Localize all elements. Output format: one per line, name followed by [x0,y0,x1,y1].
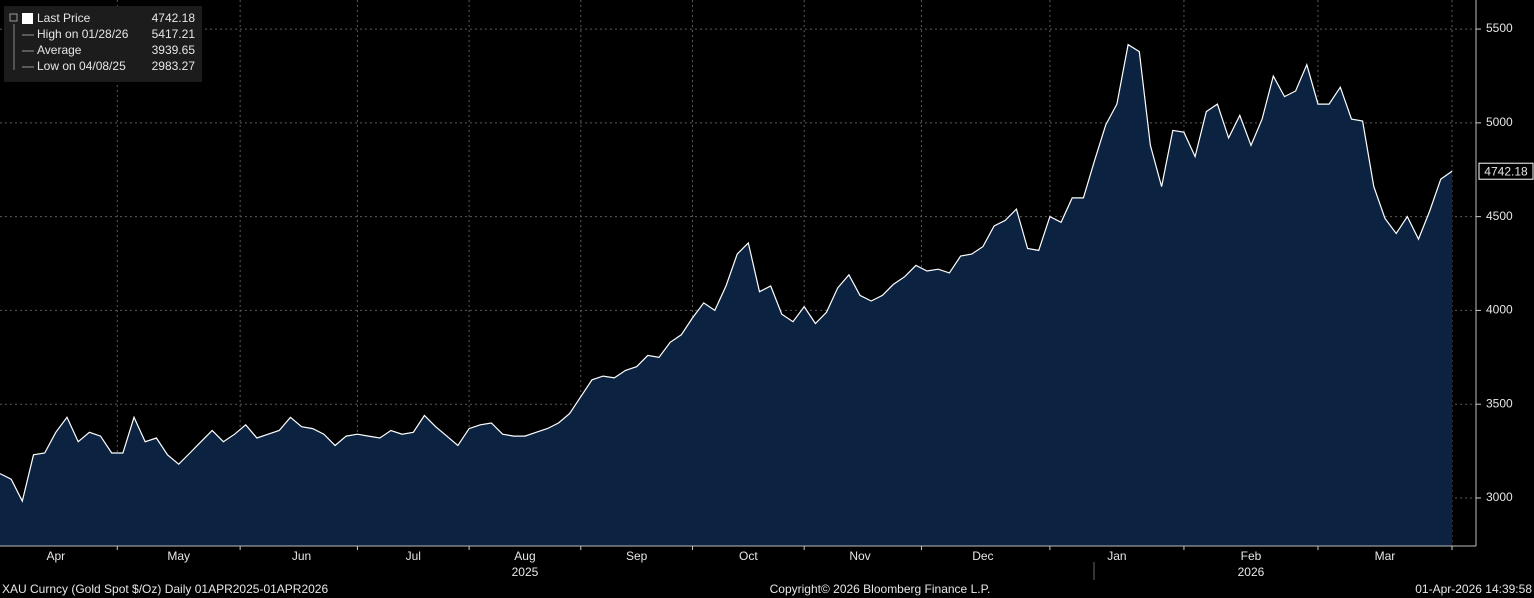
x-tick-label: Sep [626,549,648,563]
legend: Last Price 4742.18 High on 01/28/26 5417.21… [4,6,202,82]
x-tick-label: Nov [849,549,870,563]
year-label: 2026 [1238,565,1265,579]
y-tick-label: 3000 [1486,490,1513,504]
stat-label: High on 01/28/26 [37,27,129,41]
stat-value: 2983.27 [152,59,196,73]
area-fill [0,44,1452,546]
y-tick-label: 5500 [1486,21,1513,35]
legend-toggle [9,13,18,22]
x-tick-label: Jul [406,549,421,563]
footer-left: XAU Curncy (Gold Spot $/Oz) Daily 01APR2… [2,582,328,596]
stat-value: 3939.65 [152,43,196,57]
footer-center: Copyright© 2026 Bloomberg Finance L.P. [770,582,991,596]
last-value-label: 4742.18 [1484,164,1528,178]
y-tick-label: 4000 [1486,303,1513,317]
x-tick-label: Jun [292,549,311,563]
legend-label: Last Price [37,11,91,25]
legend-swatch [22,13,33,24]
x-tick-label: Feb [1241,549,1262,563]
stat-value: 5417.21 [152,27,196,41]
last-value-box [1478,162,1534,180]
legend-value: 4742.18 [152,11,196,25]
plot-layer [0,43,1453,546]
stat-label: Low on 04/08/25 [37,59,126,73]
x-tick-label: Oct [739,549,758,563]
stat-label: Average [37,43,82,57]
year-label: 2025 [512,565,539,579]
x-tick-label: Mar [1375,549,1396,563]
x-tick-label: Dec [972,549,993,563]
footer-right: 01-Apr-2026 14:39:58 [1415,582,1532,596]
y-tick-label: 3500 [1486,396,1513,410]
y-tick-label: 5000 [1486,115,1513,129]
x-tick-label: May [167,549,190,563]
y-tick-label: 4500 [1486,209,1513,223]
legend-box [4,6,202,82]
x-tick-label: Aug [514,549,535,563]
price-line [0,43,1453,503]
axis-layer: 3000 3500 4000 4500 5000 5500 Apr May Jun Jul Aug S… [0,0,1534,579]
x-tick-label: Apr [47,549,66,563]
x-tick-label: Jan [1107,549,1126,563]
